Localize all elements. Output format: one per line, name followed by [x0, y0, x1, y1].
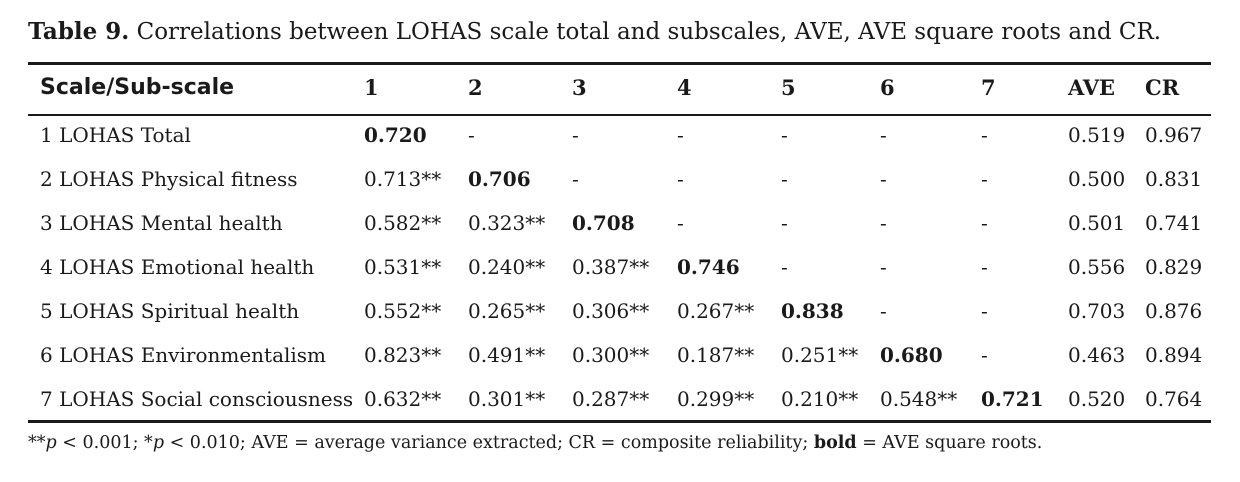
column-header-4: 4 [677, 75, 692, 100]
table-cell: - [981, 211, 988, 235]
table-cell: 0.519 [1068, 123, 1126, 147]
table-cell: 0.240** [468, 255, 546, 279]
table-cell: - [880, 299, 887, 323]
column-header-1: 1 [364, 75, 379, 100]
table-cell: - [677, 167, 684, 191]
table-bottom-rule [28, 420, 1211, 423]
footnote-text: < 0.001; * [56, 433, 153, 453]
table-cell: 0.823** [364, 343, 442, 367]
table-cell: 0.491** [468, 343, 546, 367]
table-cell: 0.251** [781, 343, 859, 367]
row-label: 7 LOHAS Social consciousness [40, 387, 354, 411]
column-header-2: 2 [468, 75, 483, 100]
table-header-rule [28, 114, 1211, 116]
table-cell: 0.876 [1145, 299, 1203, 323]
table-cell: - [981, 123, 988, 147]
table-cell: - [781, 255, 788, 279]
table-cell: - [880, 211, 887, 235]
table-cell: - [572, 123, 579, 147]
row-label: 2 LOHAS Physical fitness [40, 167, 298, 191]
table-cell: 0.287** [572, 387, 650, 411]
table-cell: 0.831 [1145, 167, 1203, 191]
table-cell: 0.556 [1068, 255, 1126, 279]
table-cell: - [781, 211, 788, 235]
table-label: Table 9. [28, 18, 130, 45]
ave-square-root-cell: 0.721 [981, 387, 1044, 411]
table-cell: - [981, 167, 988, 191]
table-cell: 0.299** [677, 387, 755, 411]
row-label: 3 LOHAS Mental health [40, 211, 283, 235]
ave-square-root-cell: 0.708 [572, 211, 635, 235]
table-cell: - [981, 255, 988, 279]
table-cell: 0.387** [572, 255, 650, 279]
table-cell: 0.210** [781, 387, 859, 411]
table-cell: - [468, 123, 475, 147]
table-cell: 0.713** [364, 167, 442, 191]
row-label: 1 LOHAS Total [40, 123, 191, 147]
table-cell: 0.463 [1068, 343, 1126, 367]
row-label: 6 LOHAS Environmentalism [40, 343, 327, 367]
table-cell: 0.894 [1145, 343, 1203, 367]
table-cell: - [781, 123, 788, 147]
table-cell: 0.520 [1068, 387, 1126, 411]
column-header-ave: AVE [1068, 75, 1116, 100]
column-header-3: 3 [572, 75, 587, 100]
ave-square-root-cell: 0.720 [364, 123, 427, 147]
table-cell: 0.323** [468, 211, 546, 235]
table-cell: - [880, 167, 887, 191]
table-cell: 0.829 [1145, 255, 1203, 279]
column-header-6: 6 [880, 75, 895, 100]
table-caption-text: Correlations between LOHAS scale total a… [129, 19, 1162, 45]
table-cell: 0.552** [364, 299, 442, 323]
table-top-rule [28, 62, 1211, 65]
table-cell: 0.632** [364, 387, 442, 411]
table-cell: 0.764 [1145, 387, 1203, 411]
footnote-bold-word: bold [813, 433, 857, 453]
ave-square-root-cell: 0.706 [468, 167, 531, 191]
table-cell: 0.582** [364, 211, 442, 235]
footnote-p-var: p [45, 433, 57, 453]
table-cell: 0.265** [468, 299, 546, 323]
table-cell: 0.548** [880, 387, 958, 411]
column-header-5: 5 [781, 75, 796, 100]
table-cell: - [677, 123, 684, 147]
table-cell: 0.187** [677, 343, 755, 367]
table-caption: Table 9. Correlations between LOHAS scal… [28, 18, 1161, 45]
table-cell: 0.301** [468, 387, 546, 411]
table-cell: 0.703 [1068, 299, 1126, 323]
table-cell: 0.500 [1068, 167, 1126, 191]
table-cell: 0.531** [364, 255, 442, 279]
footnote-p-var: p [152, 433, 165, 453]
column-header-scale: Scale/Sub-scale [40, 75, 235, 100]
footnote-stars: ** [28, 433, 46, 453]
ave-square-root-cell: 0.838 [781, 299, 844, 323]
table-cell: - [781, 167, 788, 191]
ave-square-root-cell: 0.746 [677, 255, 740, 279]
table-cell: 0.300** [572, 343, 650, 367]
ave-square-root-cell: 0.680 [880, 343, 943, 367]
footnote-text: = AVE square roots. [856, 433, 1043, 453]
column-header-7: 7 [981, 75, 996, 100]
table-cell: - [880, 255, 887, 279]
table-cell: - [677, 211, 684, 235]
footnote-text: < 0.010; AVE = average variance extracte… [164, 433, 814, 453]
table-cell: 0.267** [677, 299, 755, 323]
table-cell: 0.741 [1145, 211, 1203, 235]
table-cell: - [572, 167, 579, 191]
row-label: 5 LOHAS Spiritual health [40, 299, 300, 323]
table-cell: - [981, 299, 988, 323]
table-cell: 0.306** [572, 299, 650, 323]
table-cell: 0.501 [1068, 211, 1126, 235]
table-cell: - [981, 343, 988, 367]
row-label: 4 LOHAS Emotional health [40, 255, 315, 279]
table-cell: - [880, 123, 887, 147]
column-header-cr: CR [1145, 75, 1180, 100]
table-cell: 0.967 [1145, 123, 1203, 147]
table-footnote: **p < 0.001; *p < 0.010; AVE = average v… [28, 433, 1042, 453]
